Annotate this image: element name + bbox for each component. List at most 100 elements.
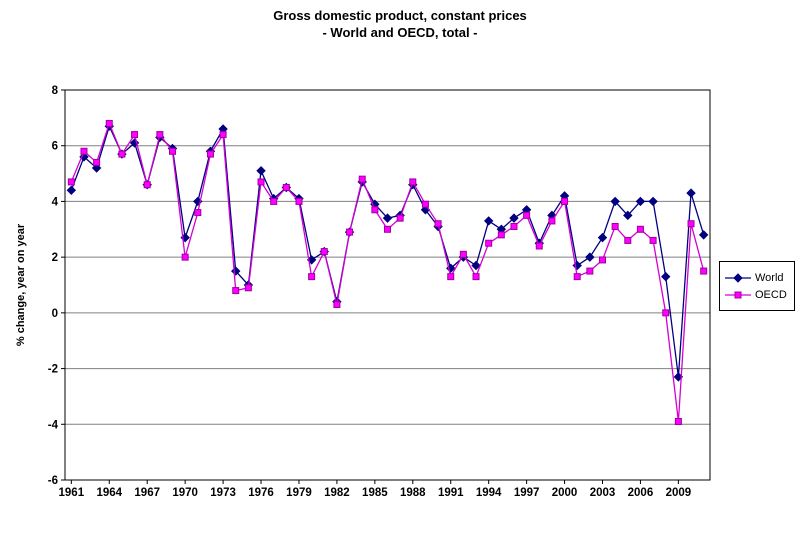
world-marker [66, 185, 77, 195]
oecd-marker [295, 197, 303, 205]
legend-label-world: World [755, 271, 784, 284]
world-marker [256, 166, 266, 176]
oecd-marker [105, 119, 113, 127]
world-marker [623, 210, 633, 221]
x-tick-label: 2003 [590, 487, 616, 499]
oecd-marker [308, 273, 316, 281]
x-tick-label: 1976 [248, 487, 274, 499]
world-marker [698, 230, 709, 240]
x-tick-label: 1967 [134, 487, 160, 499]
oecd-marker [485, 239, 493, 247]
oecd-marker [523, 211, 531, 219]
oecd-marker [169, 147, 176, 155]
oecd-marker [270, 197, 278, 205]
oecd-marker [662, 309, 670, 317]
plot-border [64, 89, 711, 481]
x-tick-label: 2009 [666, 487, 692, 499]
x-tick-label: 2006 [628, 487, 654, 499]
x-tick-label: 1973 [210, 487, 236, 499]
y-tick-label: 8 [52, 85, 59, 97]
x-tick-label: 1991 [438, 487, 464, 499]
legend-item-world: World [725, 269, 789, 286]
oecd-marker [510, 223, 518, 230]
y-tick-label: -6 [48, 475, 58, 487]
oecd-marker [586, 267, 594, 275]
y-tick-label: -2 [48, 364, 58, 376]
oecd-marker [573, 273, 581, 281]
legend: World OECD [719, 261, 795, 311]
oecd-marker [131, 131, 139, 139]
world-marker [648, 196, 658, 207]
oecd-marker [80, 147, 88, 155]
oecd-marker [674, 418, 682, 425]
world-marker [610, 196, 620, 207]
oecd-marker [459, 250, 467, 258]
world-marker [483, 216, 494, 226]
oecd-marker [118, 150, 126, 158]
world-series-line [70, 124, 705, 377]
oecd-marker [409, 178, 417, 186]
world-marker [635, 196, 646, 207]
x-tick-label: 1994 [476, 487, 502, 499]
oecd-marker [384, 225, 391, 233]
x-tick-label: 2000 [552, 487, 578, 499]
chart-subtitle: - World and OECD, total - [322, 25, 478, 40]
oecd-series-line [70, 121, 705, 422]
world-marker [91, 163, 102, 173]
oecd-marker [649, 236, 657, 244]
oecd-marker [320, 248, 328, 256]
oecd-marker [497, 231, 505, 239]
oecd-marker [219, 131, 227, 139]
oecd-marker [700, 267, 708, 275]
oecd-marker [561, 197, 569, 205]
x-tick-label: 1979 [286, 487, 312, 499]
x-tick-label: 1961 [59, 487, 85, 499]
oecd-marker [67, 178, 75, 186]
x-tick-label: 1982 [324, 487, 350, 499]
world-marker [661, 271, 671, 282]
oecd-marker [687, 220, 695, 228]
oecd-marker [636, 225, 644, 233]
oecd-marker [93, 158, 101, 166]
oecd-marker [282, 184, 290, 191]
oecd-marker [371, 206, 379, 214]
y-tick-label: 2 [52, 252, 58, 264]
oecd-marker [535, 242, 543, 250]
y-tick-label: -4 [48, 419, 59, 431]
oecd-marker [472, 273, 480, 281]
legend-label-oecd: OECD [755, 288, 787, 301]
world-marker [382, 213, 393, 223]
world-series-marker-icon [725, 272, 751, 283]
x-tick-label: 1970 [172, 487, 198, 499]
oecd-marker [358, 175, 366, 183]
y-tick-label: 4 [52, 196, 59, 208]
oecd-marker [333, 301, 341, 308]
world-marker [686, 188, 696, 198]
world-marker [471, 260, 481, 271]
oecd-marker [447, 273, 455, 281]
y-tick-label: 6 [52, 141, 58, 153]
oecd-series-marker-icon [725, 291, 751, 298]
world-marker [585, 252, 595, 262]
oecd-marker [232, 287, 240, 295]
oecd-marker [206, 150, 214, 158]
world-marker [597, 232, 608, 243]
oecd-marker [421, 200, 429, 208]
oecd-marker [611, 223, 619, 230]
x-tick-label: 1988 [400, 487, 426, 499]
x-tick-label: 1964 [96, 487, 122, 499]
oecd-marker [244, 284, 252, 292]
oecd-marker [599, 256, 606, 264]
oecd-marker [434, 220, 442, 228]
oecd-marker [396, 214, 404, 222]
oecd-marker [257, 178, 265, 186]
x-tick-label: 1985 [362, 487, 388, 499]
x-tick-label: 1997 [514, 487, 540, 499]
oecd-marker [143, 181, 151, 189]
oecd-marker [156, 131, 164, 139]
oecd-marker [624, 236, 632, 244]
oecd-marker [346, 228, 354, 236]
world-marker [509, 213, 519, 223]
